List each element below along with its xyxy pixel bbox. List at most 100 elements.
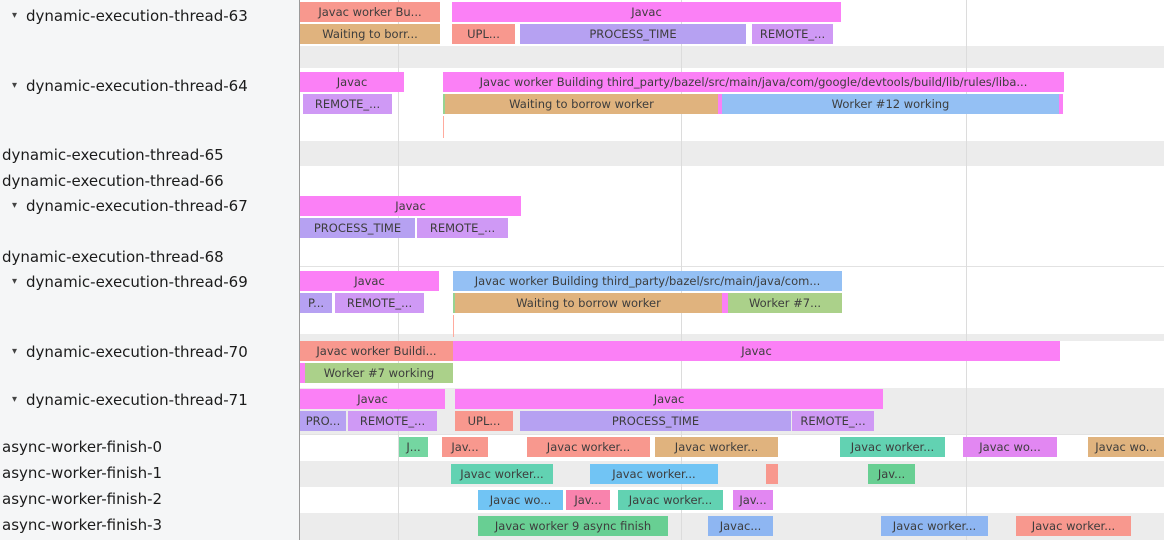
track-name: async-worker-finish-2 <box>2 490 163 508</box>
event-bar-label: P... <box>307 296 325 310</box>
event-bar[interactable]: Worker #7... <box>728 293 842 313</box>
event-bar[interactable]: Javac wo... <box>478 490 563 510</box>
track-label-dynamic-execution-thread-69[interactable]: ▾ dynamic-execution-thread-69 <box>0 273 248 291</box>
track-label-async-worker-finish-0[interactable]: async-worker-finish-0 <box>0 438 162 456</box>
event-bar[interactable] <box>300 363 305 383</box>
event-bar[interactable]: Javac worker... <box>881 516 988 536</box>
event-bar[interactable]: Worker #7 working <box>305 363 453 383</box>
event-bar[interactable]: Javac worker... <box>618 490 723 510</box>
collapse-arrow-icon: ▾ <box>12 276 18 287</box>
event-bar[interactable]: REMOTE_... <box>335 293 424 313</box>
event-bar[interactable]: PROCESS_TIME <box>520 411 791 431</box>
event-bar[interactable]: P... <box>300 293 332 313</box>
event-bar[interactable]: Waiting to borrow worker <box>455 293 722 313</box>
event-bar[interactable]: PROCESS_TIME <box>520 24 746 44</box>
event-bar[interactable]: Javac <box>300 196 521 216</box>
event-bar[interactable]: Jav... <box>566 490 610 510</box>
event-bar[interactable]: Javac worker... <box>590 464 718 484</box>
event-bar[interactable]: PRO... <box>300 411 346 431</box>
event-bar-label: J... <box>406 440 421 454</box>
event-bar[interactable]: Worker #12 working <box>722 94 1059 114</box>
track-label-dynamic-execution-thread-66[interactable]: dynamic-execution-thread-66 <box>0 172 224 190</box>
track-label-dynamic-execution-thread-67[interactable]: ▾ dynamic-execution-thread-67 <box>0 197 248 215</box>
event-bar[interactable]: Javac wo... <box>1088 437 1164 457</box>
track-label-async-worker-finish-2[interactable]: async-worker-finish-2 <box>0 490 162 508</box>
event-bar[interactable]: Javac worker... <box>527 437 650 457</box>
track-label-dynamic-execution-thread-68[interactable]: dynamic-execution-thread-68 <box>0 248 224 266</box>
track-name: dynamic-execution-thread-70 <box>26 343 248 361</box>
track-name: async-worker-finish-3 <box>2 516 163 534</box>
track-label-async-worker-finish-3[interactable]: async-worker-finish-3 <box>0 516 162 534</box>
event-bar[interactable]: Javac worker Buildi... <box>300 341 453 361</box>
event-bar-label: Javac wo... <box>489 493 552 507</box>
event-bar-label: Javac worker Bu... <box>318 5 422 19</box>
event-bar[interactable]: UPL... <box>455 411 513 431</box>
event-bar[interactable]: Javac worker... <box>655 437 778 457</box>
event-bar-label: Javac worker... <box>850 440 935 454</box>
event-bar[interactable]: REMOTE_... <box>792 411 874 431</box>
event-bar[interactable]: Waiting to borr... <box>300 24 440 44</box>
event-bar[interactable]: PROCESS_TIME <box>300 218 415 238</box>
event-bar[interactable]: REMOTE_... <box>752 24 833 44</box>
track-label-dynamic-execution-thread-63[interactable]: ▾ dynamic-execution-thread-63 <box>0 7 248 25</box>
event-bar[interactable]: Javac worker Building third_party/bazel/… <box>453 271 842 291</box>
event-bar[interactable] <box>1059 94 1063 114</box>
event-bar-label: Javac <box>395 199 426 213</box>
event-bar-label: Javac wo... <box>1095 440 1157 454</box>
event-bar[interactable] <box>443 94 445 114</box>
event-bar[interactable]: Javac worker Building third_party/bazel/… <box>443 72 1064 92</box>
event-bar[interactable]: Javac <box>452 2 841 22</box>
event-bar[interactable]: Javac worker... <box>451 464 553 484</box>
track-label-dynamic-execution-thread-71[interactable]: ▾ dynamic-execution-thread-71 <box>0 391 248 409</box>
event-bar[interactable]: Javac <box>453 341 1060 361</box>
timeline-canvas[interactable]: Javac worker Bu... Javac Waiting to borr..… <box>300 0 1164 540</box>
event-bar-label: REMOTE_... <box>314 97 381 111</box>
event-bar[interactable] <box>718 94 722 114</box>
track-label-dynamic-execution-thread-65[interactable]: dynamic-execution-thread-65 <box>0 146 224 164</box>
event-bar[interactable]: Javac worker 9 async finish <box>478 516 668 536</box>
event-bar-label: Javac <box>631 5 662 19</box>
event-bar[interactable]: REMOTE_... <box>417 218 508 238</box>
event-bar-label: UPL... <box>467 414 501 428</box>
event-bar[interactable]: Jav... <box>733 490 773 510</box>
time-gridline <box>966 0 967 540</box>
collapse-arrow-icon: ▾ <box>12 200 18 211</box>
event-bar[interactable]: Javac wo... <box>963 437 1057 457</box>
track-name: dynamic-execution-thread-71 <box>26 391 248 409</box>
event-bar[interactable] <box>722 293 728 313</box>
event-bar[interactable]: Javac <box>300 271 439 291</box>
event-bar[interactable]: UPL... <box>452 24 515 44</box>
event-bar-label: Javac worker Building third_party/bazel/… <box>479 75 1028 89</box>
event-bar[interactable]: Javac worker... <box>1016 516 1131 536</box>
event-bar[interactable]: Javac <box>300 389 445 409</box>
event-bar[interactable]: J... <box>399 437 428 457</box>
track-label-dynamic-execution-thread-70[interactable]: ▾ dynamic-execution-thread-70 <box>0 343 248 361</box>
event-bar-label: Waiting to borr... <box>322 27 418 41</box>
time-gridline <box>398 0 399 540</box>
track-name: dynamic-execution-thread-65 <box>2 146 224 164</box>
event-bar[interactable]: REMOTE_... <box>348 411 437 431</box>
event-bar-label: Javac worker... <box>612 467 696 481</box>
event-bar[interactable]: Javac <box>300 72 404 92</box>
event-bar-label: Javac worker... <box>546 440 631 454</box>
track-name: dynamic-execution-thread-68 <box>2 248 224 266</box>
event-bar-label: REMOTE_... <box>800 414 866 428</box>
event-bar[interactable] <box>453 293 455 313</box>
event-bar[interactable]: Javac worker Bu... <box>300 2 440 22</box>
event-bar[interactable]: Javac... <box>708 516 773 536</box>
event-bar-label: Waiting to borrow worker <box>516 296 661 310</box>
event-bar-label: Javac <box>354 274 385 288</box>
event-bar[interactable]: Javac worker... <box>840 437 945 457</box>
event-bar[interactable]: Jav... <box>442 437 488 457</box>
event-bar[interactable]: Waiting to borrow worker <box>445 94 718 114</box>
row-band <box>300 46 1164 68</box>
event-bar[interactable]: Jav... <box>868 464 915 484</box>
event-bar[interactable] <box>766 464 778 484</box>
track-label-async-worker-finish-1[interactable]: async-worker-finish-1 <box>0 464 162 482</box>
event-bar[interactable]: Javac <box>455 389 883 409</box>
event-bar-label: Jav... <box>451 440 479 454</box>
track-name: dynamic-execution-thread-63 <box>26 7 248 25</box>
event-bar[interactable]: REMOTE_... <box>303 94 392 114</box>
track-label-dynamic-execution-thread-64[interactable]: ▾ dynamic-execution-thread-64 <box>0 77 248 95</box>
track-name-panel: ▾ dynamic-execution-thread-63 ▾ dynamic-exe… <box>0 0 300 540</box>
